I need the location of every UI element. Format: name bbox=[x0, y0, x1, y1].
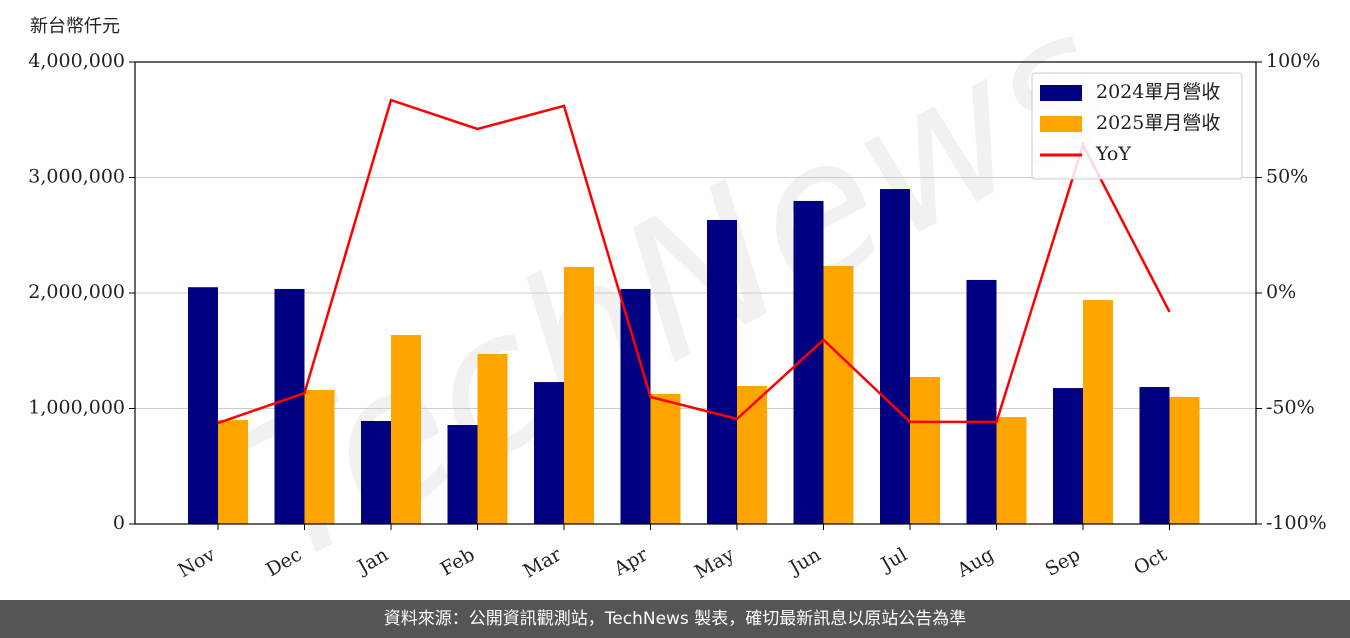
y-tick-label: 1,000,000 bbox=[28, 397, 125, 419]
bar bbox=[304, 390, 335, 524]
x-tick-label: Feb bbox=[437, 544, 479, 581]
y-tick-label: 3,000,000 bbox=[28, 166, 125, 188]
legend-label: 2024單月營收 bbox=[1096, 81, 1220, 103]
chart: 新台幣仟元 TechNews 01,000,0002,000,0003,000,… bbox=[28, 0, 1327, 608]
bar bbox=[564, 267, 594, 524]
bar bbox=[823, 265, 854, 524]
bar bbox=[1139, 387, 1170, 524]
y-tick-label: 0 bbox=[113, 512, 125, 534]
x-tick-label: Apr bbox=[609, 543, 652, 580]
bar bbox=[1169, 396, 1200, 524]
legend-swatch bbox=[1040, 116, 1082, 132]
bar bbox=[1053, 388, 1083, 524]
x-tick-label: Sep bbox=[1041, 544, 1084, 581]
legend-label: 2025單月營收 bbox=[1096, 112, 1220, 134]
line bbox=[217, 98, 1171, 425]
bar bbox=[707, 220, 737, 524]
legend-swatch bbox=[1040, 85, 1082, 101]
y2-tick-label: 0% bbox=[1266, 281, 1296, 303]
bar bbox=[880, 189, 910, 525]
y2-tick-label: -50% bbox=[1266, 397, 1315, 419]
bar bbox=[910, 376, 940, 524]
x-tick-label: Jun bbox=[784, 544, 825, 580]
x-tick-label: Aug bbox=[953, 544, 998, 583]
y-tick-label: 4,000,000 bbox=[28, 50, 125, 72]
bar bbox=[274, 288, 305, 524]
x-tick-label: May bbox=[691, 543, 738, 583]
bar bbox=[447, 425, 478, 524]
legend-label: YoY bbox=[1095, 143, 1131, 165]
bar bbox=[620, 288, 651, 524]
y2-tick-label: -100% bbox=[1266, 512, 1327, 534]
plot-frame bbox=[134, 61, 1257, 525]
x-tick-label: Mar bbox=[519, 543, 565, 582]
x-tick-label: Jul bbox=[876, 544, 911, 577]
bar bbox=[534, 382, 564, 524]
bar bbox=[737, 385, 767, 524]
x-tick-label: Oct bbox=[1130, 543, 1171, 579]
y-tick-label: 2,000,000 bbox=[28, 281, 125, 303]
y2-tick-label: 50% bbox=[1266, 166, 1308, 188]
bar bbox=[477, 353, 508, 524]
bar bbox=[391, 335, 421, 524]
x-tick-label: Nov bbox=[174, 543, 219, 582]
footer: 資料來源：公開資訊觀測站，TechNews 製表，確切最新訊息以原站公告為準 bbox=[0, 600, 1350, 638]
bar bbox=[188, 287, 218, 524]
bar bbox=[1083, 300, 1113, 524]
legend-box bbox=[1031, 72, 1243, 180]
bar bbox=[218, 420, 248, 524]
bar bbox=[996, 417, 1027, 524]
y2-tick-label: 100% bbox=[1266, 50, 1320, 72]
y-axis-label: 新台幣仟元 bbox=[30, 16, 120, 37]
bar bbox=[650, 393, 681, 524]
bar bbox=[361, 420, 391, 524]
bar bbox=[966, 279, 997, 524]
